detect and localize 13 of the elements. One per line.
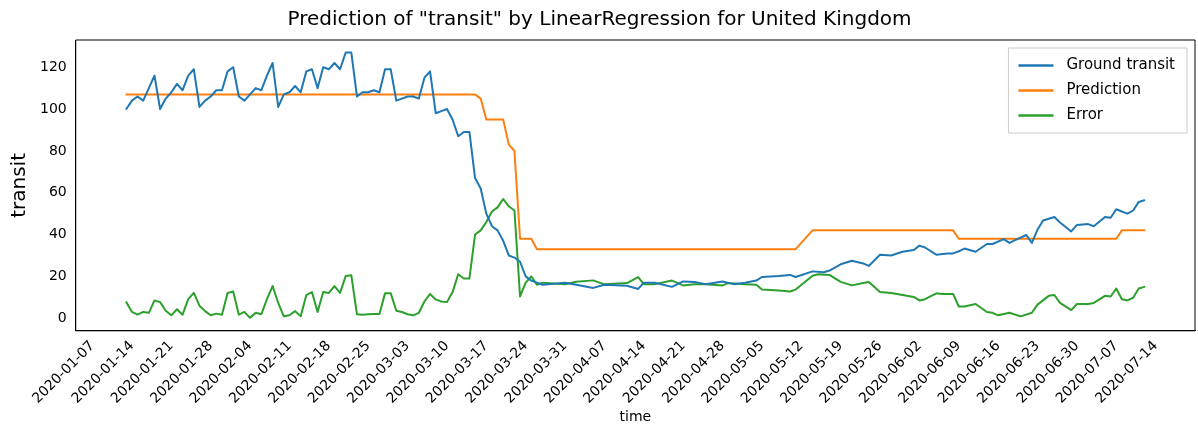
x-axis-title: time [619, 408, 652, 425]
y-tick-label: 20 [48, 267, 67, 284]
y-tick-label: 120 [39, 57, 67, 74]
y-tick-label: 60 [48, 183, 67, 200]
legend-label: Prediction [1066, 80, 1141, 99]
chart-title: Prediction of "transit" by LinearRegression for United Kingdom [287, 6, 912, 31]
y-tick-label: 40 [48, 225, 67, 242]
y-tick-label: 100 [39, 99, 67, 116]
y-axis-title: transit [6, 152, 31, 218]
y-tick-label: 0 [57, 308, 67, 325]
legend-label: Error [1066, 105, 1104, 124]
y-tick-label: 80 [48, 141, 67, 158]
legend-label: Ground transit [1066, 55, 1176, 74]
